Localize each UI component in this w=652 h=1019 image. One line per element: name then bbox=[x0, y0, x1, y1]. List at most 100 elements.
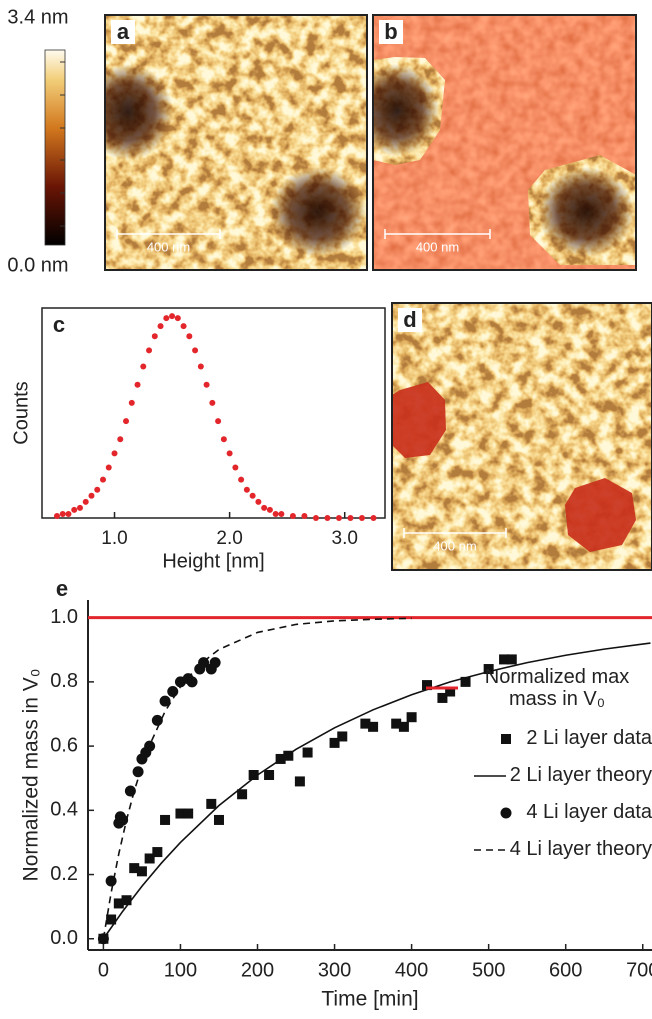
data-point bbox=[167, 686, 179, 698]
data-point bbox=[347, 515, 354, 521]
x-tick-label: 200 bbox=[241, 959, 274, 981]
y-tick-label: 0.6 bbox=[50, 734, 78, 756]
legend-label: Normalized max mass in V₀ bbox=[484, 666, 630, 710]
data-point bbox=[232, 464, 239, 471]
legend-marker bbox=[501, 733, 512, 744]
colorbar-gradient bbox=[44, 49, 66, 246]
plot-frame bbox=[41, 307, 386, 519]
y-tick-label: 1.0 bbox=[50, 606, 78, 628]
data-point bbox=[445, 686, 456, 697]
colorbar-min: 0.0 nm bbox=[7, 254, 68, 276]
data-point bbox=[302, 747, 313, 758]
data-point bbox=[264, 770, 275, 780]
data-point bbox=[209, 399, 216, 406]
data-point bbox=[65, 510, 72, 517]
image-frame bbox=[372, 14, 637, 271]
data-point bbox=[203, 381, 210, 388]
data-point bbox=[249, 492, 256, 499]
data-point bbox=[289, 512, 296, 519]
x-tick-label: 600 bbox=[549, 959, 582, 981]
data-point bbox=[272, 510, 279, 517]
y-axis-label: Counts bbox=[10, 381, 32, 444]
y-tick-label: 0.4 bbox=[50, 799, 78, 821]
legend-swatch bbox=[501, 733, 512, 744]
data-point bbox=[163, 315, 170, 322]
data-point bbox=[406, 712, 417, 723]
legend-label: 4 Li layer data bbox=[526, 801, 652, 823]
data-point bbox=[128, 399, 135, 406]
data-point bbox=[132, 766, 144, 778]
x-axis-label: Height [nm] bbox=[162, 550, 264, 572]
data-point bbox=[329, 737, 340, 748]
data-point bbox=[248, 770, 259, 780]
data-point bbox=[243, 486, 250, 493]
data-point bbox=[192, 347, 199, 354]
data-point bbox=[129, 863, 140, 874]
data-point bbox=[499, 654, 510, 665]
data-point bbox=[117, 814, 129, 826]
chart: e 0 100 200 300 400 500 600 700 0.0 0.2 0.4 0.6 0.8 1.… bbox=[20, 576, 652, 1011]
data-point bbox=[76, 504, 83, 511]
data-point bbox=[226, 450, 233, 457]
afm-image bbox=[373, 15, 636, 270]
data-point bbox=[152, 847, 163, 858]
scale-bar bbox=[384, 229, 491, 239]
data-point bbox=[146, 347, 153, 354]
y-tick-label: 0.8 bbox=[50, 670, 78, 692]
colorbar-ticks bbox=[60, 61, 65, 227]
x-tick-label: 0 bbox=[98, 959, 109, 981]
data-point bbox=[123, 418, 130, 425]
legend-label: 2 Li layer data bbox=[526, 727, 652, 749]
legend-item: 4 Li layer theory bbox=[408, 831, 652, 868]
data-point bbox=[136, 866, 147, 877]
data-point bbox=[337, 731, 348, 742]
legend-item: 2 Li layer data bbox=[408, 720, 652, 757]
data-point bbox=[266, 506, 273, 513]
image-frame bbox=[104, 14, 368, 271]
data-point bbox=[437, 692, 448, 703]
data-point bbox=[398, 721, 409, 732]
legend-swatch bbox=[426, 686, 458, 690]
x-axis-label: Time [min] bbox=[321, 988, 418, 1011]
legend-item: 4 Li layer data bbox=[408, 794, 652, 831]
data-point bbox=[255, 498, 262, 505]
data-point bbox=[213, 814, 224, 825]
data-point bbox=[460, 676, 471, 687]
data-point bbox=[238, 476, 245, 483]
data-point bbox=[121, 895, 132, 906]
data-point bbox=[483, 664, 494, 675]
colorbar: 3.4 nm 0.0 nm bbox=[7, 6, 68, 276]
data-point bbox=[105, 464, 112, 471]
data-point bbox=[358, 515, 365, 521]
scale-bar-label: 400 nm bbox=[433, 538, 476, 553]
data-point bbox=[301, 512, 308, 519]
x-tick-label: 2.0 bbox=[216, 528, 242, 549]
x-tick-label: 1.0 bbox=[101, 528, 127, 549]
data-line bbox=[102, 617, 412, 939]
x-tick-label: 400 bbox=[395, 959, 428, 981]
panel-label: d bbox=[403, 307, 416, 332]
y-tick-label: 0.2 bbox=[50, 863, 78, 885]
scale-bar-label: 400 nm bbox=[147, 239, 190, 254]
legend-label: 4 Li layer theory bbox=[509, 838, 652, 860]
data-point bbox=[151, 714, 163, 726]
data-point bbox=[180, 323, 187, 330]
afm-image bbox=[105, 15, 367, 270]
legend: Normalized max mass in V₀ 2 Li layer data… bbox=[408, 656, 652, 868]
scale-bar-label: 400 nm bbox=[416, 239, 459, 254]
data-point bbox=[53, 512, 60, 519]
data-point bbox=[59, 510, 66, 517]
data-point bbox=[360, 718, 371, 729]
data-point bbox=[237, 789, 248, 800]
data-line bbox=[102, 642, 651, 940]
legend-label: 2 Li layer theory bbox=[509, 764, 652, 786]
data-point bbox=[113, 898, 124, 909]
data-point bbox=[283, 750, 294, 761]
data-point bbox=[209, 657, 221, 669]
data-point bbox=[157, 323, 164, 330]
data-point bbox=[111, 450, 118, 457]
x-tick-label: 700 bbox=[626, 959, 652, 981]
data-point bbox=[117, 436, 124, 443]
